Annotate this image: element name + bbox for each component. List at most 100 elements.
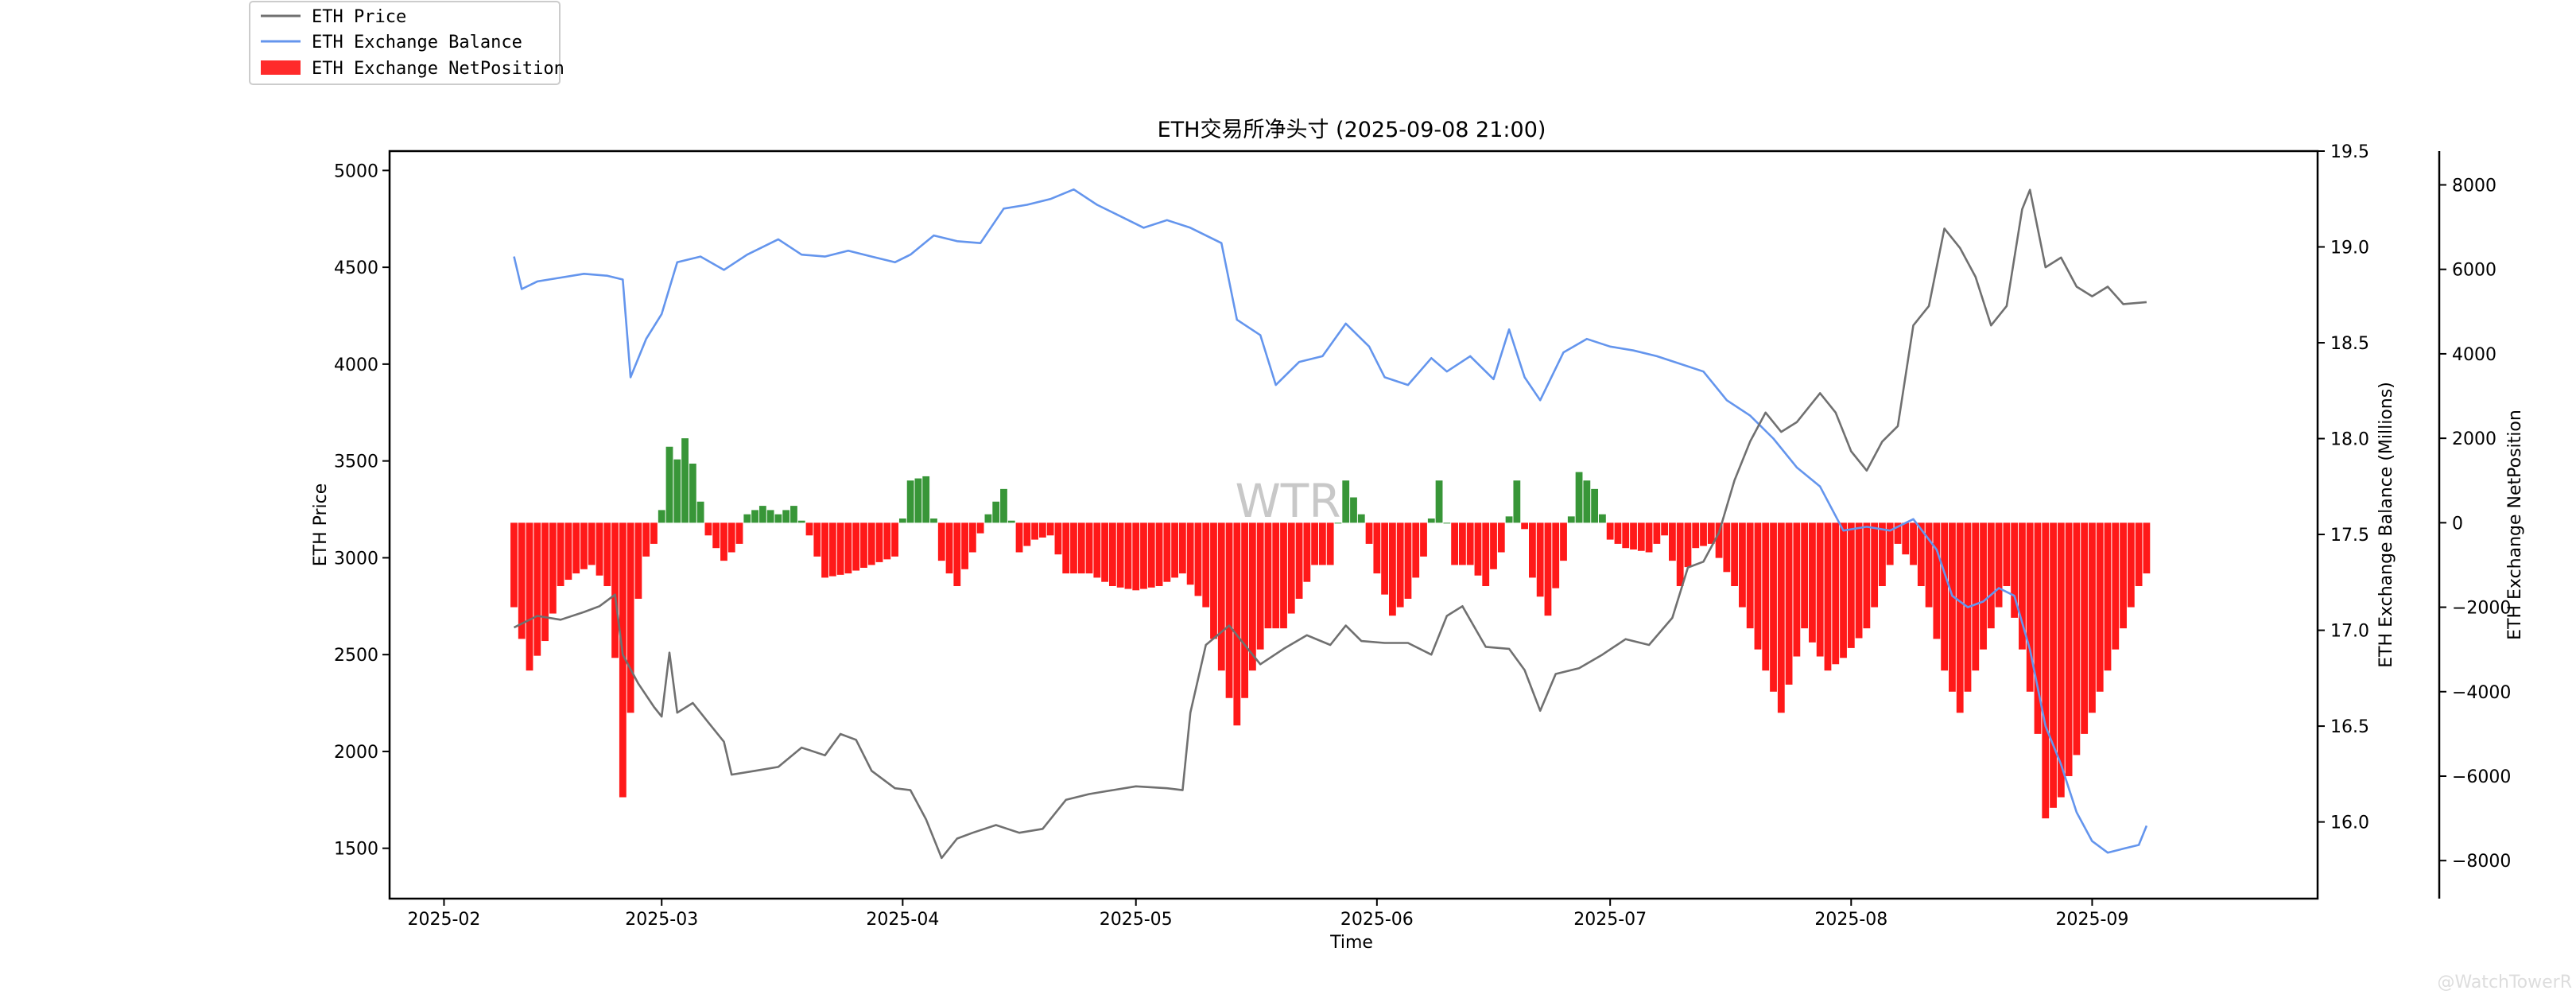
netposition-bar: [2096, 522, 2104, 692]
y-right1-axis: 16.0 16.5 17.0 17.5 18.0 18.5 19.0 19.5: [2318, 142, 2369, 833]
netposition-bar: [1023, 522, 1031, 546]
y-left-tick-label: 5000: [334, 161, 378, 181]
netposition-bar: [1396, 522, 1404, 608]
netposition-bar: [2011, 522, 2019, 618]
netposition-bar: [968, 522, 976, 553]
netposition-bar: [533, 522, 541, 656]
netposition-bar: [945, 522, 953, 574]
netposition-bar: [1987, 522, 1995, 629]
netposition-bar: [1630, 522, 1637, 550]
netposition-bar: [805, 522, 813, 536]
plot-frame: [388, 150, 2319, 900]
netposition-bar: [1622, 522, 1630, 549]
netposition-bar: [1404, 522, 1412, 599]
netposition-bar: [2019, 522, 2026, 650]
netposition-bar: [898, 518, 906, 523]
netposition-bar: [1038, 522, 1046, 538]
netposition-bar: [844, 522, 852, 574]
y-right1-tick-label: 19.0: [2330, 239, 2369, 258]
netposition-bar: [1707, 522, 1715, 544]
netposition-bar: [619, 522, 627, 798]
netposition-bar: [1801, 522, 1809, 629]
netposition-bar: [1147, 522, 1155, 588]
netposition-bar: [1000, 488, 1007, 523]
netposition-bar: [1661, 522, 1669, 536]
netposition-bar: [1311, 522, 1319, 565]
netposition-bar: [2143, 522, 2151, 574]
y-right1-tick-label: 18.5: [2330, 334, 2369, 354]
netposition-bar: [2050, 522, 2057, 808]
netposition-bar: [1427, 518, 1435, 523]
netposition-bar: [541, 522, 549, 642]
y-right2-tick-label: 6000: [2452, 261, 2496, 281]
netposition-bar: [1700, 522, 1707, 546]
netposition-bar: [704, 522, 712, 536]
y-right1-tick-label: 16.0: [2330, 814, 2369, 833]
legend-entry-price: ETH Price: [312, 7, 406, 27]
netposition-bar: [1046, 522, 1054, 536]
y-left-tick-label: 3500: [334, 452, 378, 472]
netposition-bar: [1637, 522, 1645, 551]
netposition-bar: [2042, 522, 2050, 819]
legend-entry-balance: ETH Exchange Balance: [312, 33, 522, 52]
netposition-bar: [891, 522, 898, 557]
netposition-bar: [751, 510, 758, 523]
netposition-bar: [1684, 522, 1692, 568]
netposition-bar: [518, 522, 526, 639]
netposition-bar: [1536, 522, 1544, 597]
netposition-bars: [510, 438, 2151, 819]
netposition-bar: [1949, 522, 1956, 692]
netposition-bar: [1248, 522, 1256, 671]
netposition-bar: [1171, 522, 1179, 578]
netposition-bar: [2127, 522, 2135, 608]
netposition-bar: [681, 438, 689, 523]
netposition-bar: [1007, 520, 1015, 523]
netposition-bar: [1692, 522, 1700, 549]
netposition-bar: [2065, 522, 2073, 776]
y-left-tick-label: 4500: [334, 258, 378, 278]
netposition-bar: [2057, 522, 2065, 798]
netposition-bar: [1739, 522, 1746, 608]
netposition-bar: [1070, 522, 1077, 574]
netposition-bar: [1062, 522, 1070, 574]
netposition-bar: [572, 522, 580, 574]
netposition-bar: [1770, 522, 1777, 692]
legend-entry-netposition: ETH Exchange NetPosition: [312, 59, 564, 79]
netposition-bar: [1793, 522, 1801, 657]
netposition-bar: [1015, 522, 1023, 553]
netposition-bar: [1505, 516, 1513, 523]
netposition-bar: [2073, 522, 2081, 755]
netposition-bar: [1513, 480, 1521, 523]
netposition-bar: [1318, 522, 1326, 565]
netposition-bar: [1941, 522, 1949, 671]
x-axis-label: Time: [1329, 933, 1373, 953]
netposition-bar: [2112, 522, 2120, 650]
netposition-bar: [1303, 522, 1311, 582]
netposition-bar: [1528, 522, 1536, 578]
netposition-bar: [976, 522, 984, 534]
netposition-bar: [860, 522, 867, 568]
x-tick-label: 2025-02: [407, 910, 480, 930]
netposition-bar: [1264, 522, 1272, 629]
netposition-bar: [2120, 522, 2127, 629]
netposition-bar: [867, 522, 875, 565]
netposition-bar: [1077, 522, 1085, 574]
netposition-bar: [735, 522, 743, 544]
netposition-bar: [1210, 522, 1217, 639]
netposition-bar: [2089, 522, 2096, 713]
netposition-bar: [1521, 522, 1529, 530]
netposition-bar: [828, 522, 836, 577]
netposition-bar: [526, 522, 533, 671]
y-right1-tick-label: 16.5: [2330, 717, 2369, 737]
netposition-bar: [1108, 522, 1116, 587]
netposition-bar: [1824, 522, 1832, 671]
netposition-bar: [1155, 522, 1163, 587]
netposition-bar: [1995, 522, 2003, 608]
netposition-bar: [1847, 522, 1855, 648]
netposition-bar: [1544, 522, 1552, 616]
y-right2-tick-label: −6000: [2452, 767, 2511, 787]
netposition-bar: [1645, 522, 1653, 553]
netposition-bar: [922, 476, 930, 523]
netposition-bar: [953, 522, 961, 587]
netposition-bar: [1256, 522, 1264, 650]
